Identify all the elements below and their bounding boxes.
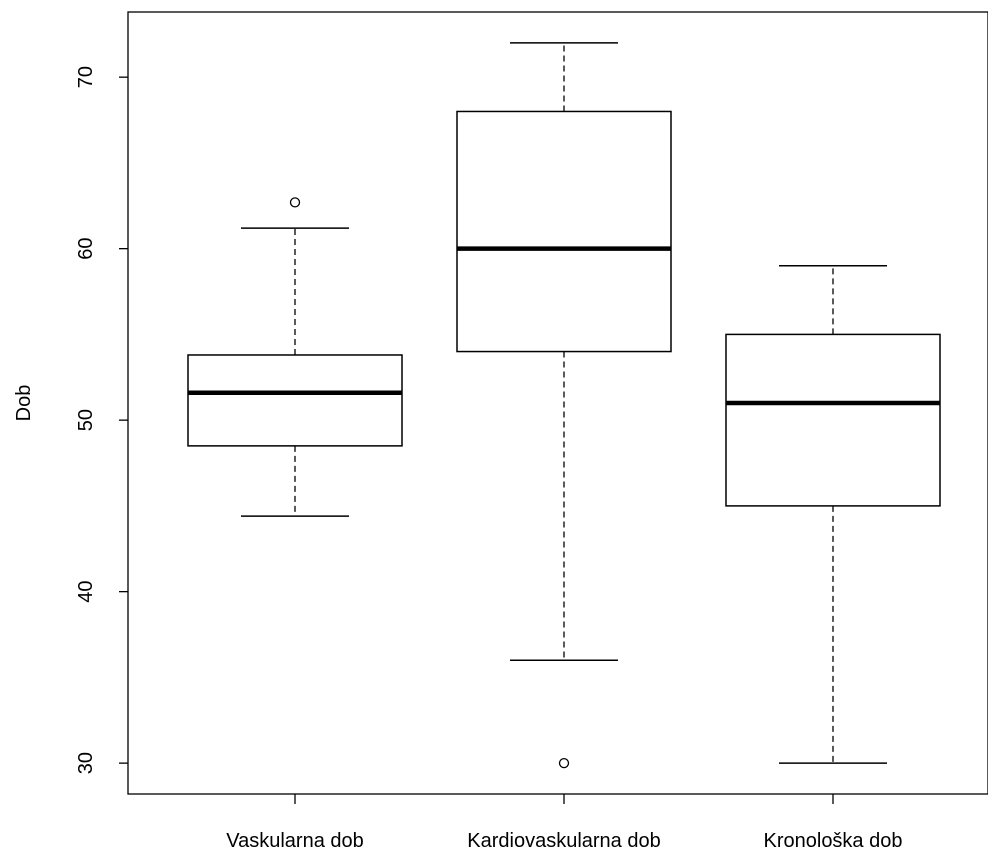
outlier-point: [289, 197, 301, 208]
x-tick-label: Kardiovaskularna dob: [467, 830, 660, 850]
box-1: [187, 197, 403, 517]
y-axis: 30 40 50 60 70: [75, 66, 128, 774]
y-tick-label: 60: [75, 238, 97, 260]
x-axis: Vaskularna dob Kardiovaskularna dob Kronol…: [226, 794, 902, 850]
y-tick-label: 50: [75, 409, 97, 431]
iqr-box: [456, 110, 672, 353]
y-axis-label: Dob: [13, 385, 35, 422]
iqr-box: [725, 333, 941, 507]
iqr-box: [187, 354, 403, 447]
x-tick-label: Kronološka dob: [764, 830, 903, 850]
y-tick-label: 30: [75, 752, 97, 774]
y-tick-label: 70: [75, 66, 97, 88]
y-tick-label: 40: [75, 581, 97, 603]
plot-frame: [127, 11, 988, 795]
x-tick-label: Vaskularna dob: [226, 830, 364, 850]
outlier-point: [558, 757, 570, 769]
box-2: [456, 42, 672, 769]
box-3: [725, 265, 941, 764]
boxes: [187, 42, 941, 769]
